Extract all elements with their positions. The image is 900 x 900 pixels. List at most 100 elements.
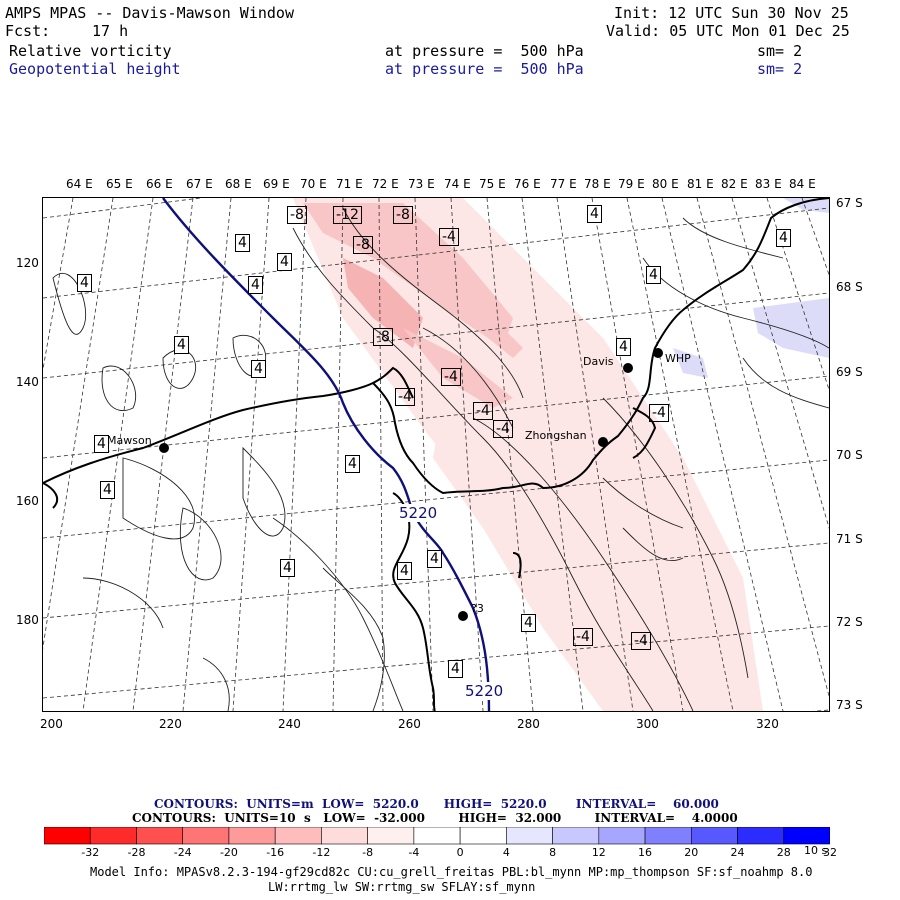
x-tick: 320 bbox=[756, 717, 779, 731]
field2-smoothing: sm= 2 bbox=[757, 60, 803, 78]
colorbar-swatch bbox=[89, 827, 137, 845]
vorticity-shading bbox=[293, 198, 829, 711]
pos-vort-patch-2 bbox=[783, 198, 829, 213]
colorbar-swatch bbox=[506, 827, 553, 845]
colorbar-tick-label: 20 bbox=[684, 846, 699, 859]
lon-label: 66 E bbox=[146, 177, 173, 191]
contour-label: 4 bbox=[776, 229, 791, 247]
contour-label: 4 bbox=[94, 435, 109, 453]
lon-label: 84 E bbox=[789, 177, 816, 191]
contour-label: 4 bbox=[345, 455, 360, 473]
colorbar-swatch bbox=[136, 827, 184, 845]
contour-label: 4 bbox=[277, 253, 292, 271]
lon-label: 75 E bbox=[479, 177, 506, 191]
y-tick: 140 bbox=[16, 375, 39, 389]
contours-height-info: CONTOURS: UNITS=m LOW= 5220.0 HIGH= 5220… bbox=[154, 797, 719, 811]
neg-vort-band-light-2 bbox=[433, 398, 683, 711]
x-tick: 280 bbox=[517, 717, 540, 731]
contour-label: 4 bbox=[174, 336, 189, 354]
x-tick: 220 bbox=[159, 717, 182, 731]
lon-label: 72 E bbox=[372, 177, 399, 191]
lon-label: 70 E bbox=[300, 177, 327, 191]
graticule bbox=[43, 198, 829, 711]
station-dot-mawson bbox=[159, 443, 169, 453]
lon-label: 82 E bbox=[721, 177, 748, 191]
colorbar-tick-label: -4 bbox=[408, 846, 420, 859]
lon-label: 65 E bbox=[106, 177, 133, 191]
colorbar-tick-label: -12 bbox=[312, 846, 331, 859]
contour-label: 4 bbox=[100, 481, 115, 499]
lon-label: 71 E bbox=[336, 177, 363, 191]
station-dot-whp bbox=[653, 348, 663, 358]
height-label: 5220 bbox=[399, 504, 438, 522]
model-info-line1: Model Info: MPASv8.2.3-194-gf29cd82c CU:… bbox=[90, 865, 813, 879]
field1-level: at pressure = 500 hPa bbox=[385, 42, 584, 60]
init-time: Init: 12 UTC Sun 30 Nov 25 bbox=[614, 4, 849, 22]
colorbar-tick-label: 32 bbox=[823, 846, 837, 859]
colorbar-tick-label: 24 bbox=[730, 846, 745, 859]
coastline bbox=[43, 198, 829, 711]
station-label-davis: Davis bbox=[583, 355, 614, 368]
field1-smoothing: sm= 2 bbox=[757, 42, 803, 60]
colorbar-labels: -32 -28 -24 -20 -16 -12 -8 -4 0 4 8 12 16 20 24 28 32 bbox=[44, 846, 837, 862]
valid-time: Valid: 05 UTC Mon 01 Dec 25 bbox=[606, 22, 850, 40]
colorbar-swatch bbox=[321, 827, 368, 845]
colorbar-swatch bbox=[598, 827, 646, 845]
station-label-inland: ?3 bbox=[471, 602, 484, 615]
x-tick: 200 bbox=[40, 717, 63, 731]
colorbar-swatch bbox=[413, 827, 461, 845]
field1-name: Relative vorticity bbox=[9, 42, 172, 60]
station-dot-zhongshan bbox=[598, 437, 608, 447]
colorbar-swatch bbox=[644, 827, 692, 845]
neg-vort-band-mid-2 bbox=[343, 258, 423, 348]
y-tick: 180 bbox=[16, 613, 39, 627]
lon-label: 74 E bbox=[444, 177, 471, 191]
contour-label: -4 bbox=[631, 632, 651, 650]
contour-label: -4 bbox=[395, 388, 415, 406]
height-label: 5220 bbox=[465, 682, 504, 700]
colorbar-swatch bbox=[737, 827, 785, 845]
colorbar-swatch bbox=[690, 827, 738, 845]
lon-label: 64 E bbox=[66, 177, 93, 191]
neg-vort-band-mid-4 bbox=[423, 258, 523, 358]
map-svg bbox=[43, 198, 829, 711]
lon-label: 78 E bbox=[584, 177, 611, 191]
station-label-zhongshan: Zhongshan bbox=[525, 429, 587, 442]
contour-label: -4 bbox=[441, 368, 461, 386]
colorbar-tick-label: -24 bbox=[173, 846, 192, 859]
contour-label: -8 bbox=[373, 328, 393, 346]
contours-vorticity-info: CONTOURS: UNITS=10 s LOW= -32.000 HIGH= … bbox=[132, 811, 738, 825]
lat-label: 67 S bbox=[836, 196, 863, 210]
colorbar-swatch bbox=[367, 827, 415, 845]
lon-label: 83 E bbox=[755, 177, 782, 191]
contour-label: -4 bbox=[573, 628, 593, 646]
contour-label: -4 bbox=[473, 402, 493, 420]
lon-label: 81 E bbox=[687, 177, 714, 191]
lon-label: 79 E bbox=[618, 177, 645, 191]
x-tick: 260 bbox=[398, 717, 421, 731]
contour-label: 4 bbox=[616, 338, 631, 356]
contour-label: 4 bbox=[251, 360, 266, 378]
lon-label: 73 E bbox=[408, 177, 435, 191]
colorbar-unit: 10 s bbox=[804, 844, 828, 857]
plot-title: AMPS MPAS -- Davis-Mawson Window bbox=[5, 4, 294, 22]
lat-label: 72 S bbox=[836, 615, 863, 629]
colorbar-tick-label: -8 bbox=[362, 846, 374, 859]
contour-label: 4 bbox=[235, 234, 250, 252]
colorbar-swatch bbox=[552, 827, 600, 845]
forecast-label: Fcst: bbox=[5, 22, 51, 40]
contour-label: -8 bbox=[393, 206, 413, 224]
colorbar-swatch bbox=[44, 827, 91, 845]
colorbar-tick-label: -32 bbox=[81, 846, 100, 859]
contour-label: -8 bbox=[287, 206, 307, 224]
colorbar-tick-label: 28 bbox=[776, 846, 791, 859]
contour-label: -4 bbox=[439, 228, 459, 246]
colorbar-tick-label: -16 bbox=[266, 846, 285, 859]
lon-label: 68 E bbox=[225, 177, 252, 191]
contour-label: -4 bbox=[649, 404, 669, 422]
lon-label: 76 E bbox=[514, 177, 541, 191]
contour-label: -12 bbox=[333, 206, 362, 224]
x-tick: 300 bbox=[636, 717, 659, 731]
pos-vort-patch bbox=[753, 298, 829, 358]
colorbar-tick-label: 4 bbox=[502, 846, 510, 859]
